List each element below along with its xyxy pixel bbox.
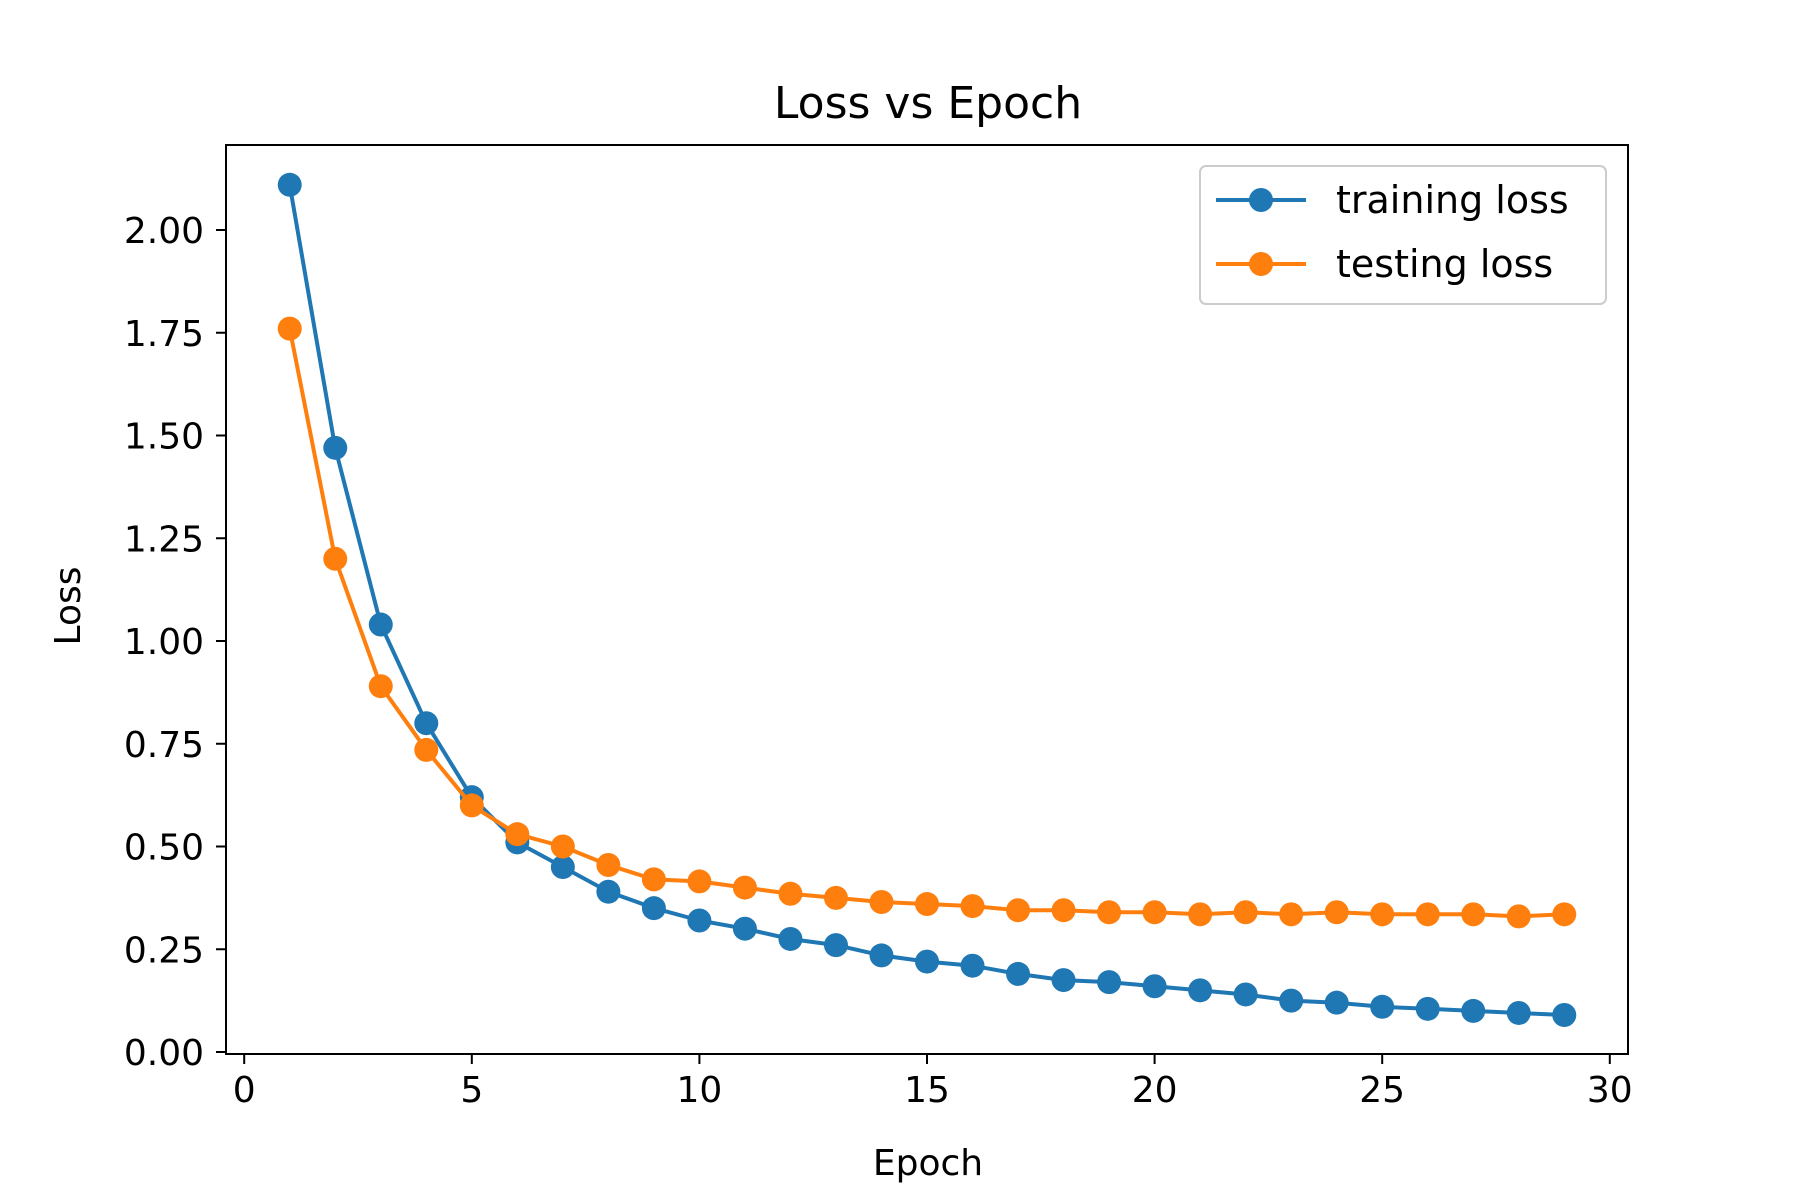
data-point-training-loss bbox=[1097, 970, 1122, 995]
data-point-training-loss bbox=[368, 612, 393, 637]
data-point-testing-loss bbox=[1506, 904, 1531, 929]
data-point-testing-loss bbox=[823, 885, 848, 910]
y-tick-label: 1.75 bbox=[124, 314, 204, 355]
data-point-testing-loss bbox=[459, 793, 484, 818]
plot-area: 0 5 10 15 20 25 30 0.00 0.25 0.50 0.75 1.00 1.25 1.50… bbox=[124, 144, 1633, 1111]
legend-marker-training-loss bbox=[1249, 188, 1273, 212]
x-axis-label: Epoch bbox=[873, 1143, 983, 1184]
data-point-training-loss bbox=[732, 916, 757, 941]
data-point-testing-loss bbox=[1370, 902, 1395, 927]
data-point-testing-loss bbox=[687, 869, 712, 894]
legend-label: training loss bbox=[1336, 178, 1569, 222]
data-point-training-loss bbox=[323, 435, 348, 460]
x-tick-label: 15 bbox=[904, 1070, 950, 1111]
data-point-testing-loss bbox=[414, 737, 439, 762]
data-point-training-loss bbox=[687, 908, 712, 933]
data-point-testing-loss bbox=[505, 822, 530, 847]
y-tick-label: 0.75 bbox=[124, 725, 204, 766]
data-point-training-loss bbox=[596, 879, 621, 904]
data-point-training-loss bbox=[1370, 994, 1395, 1019]
y-tick-label: 1.50 bbox=[124, 417, 204, 458]
data-point-training-loss bbox=[778, 926, 803, 951]
y-tick-label: 0.00 bbox=[124, 1033, 204, 1074]
x-tick-label: 30 bbox=[1587, 1070, 1633, 1111]
data-point-testing-loss bbox=[960, 894, 985, 919]
data-point-training-loss bbox=[414, 711, 439, 736]
data-point-testing-loss bbox=[1006, 898, 1031, 923]
data-point-training-loss bbox=[1233, 982, 1258, 1007]
data-point-testing-loss bbox=[1142, 900, 1167, 925]
x-tick-label: 10 bbox=[676, 1070, 722, 1111]
data-point-testing-loss bbox=[915, 892, 939, 917]
data-point-testing-loss bbox=[1233, 900, 1258, 925]
data-point-training-loss bbox=[1461, 998, 1486, 1023]
data-point-training-loss bbox=[1051, 968, 1076, 993]
data-point-training-loss bbox=[277, 172, 302, 197]
data-point-testing-loss bbox=[1461, 902, 1486, 927]
data-point-testing-loss bbox=[869, 889, 894, 914]
data-point-testing-loss bbox=[1188, 902, 1213, 927]
x-tick-label: 0 bbox=[233, 1070, 256, 1111]
data-point-training-loss bbox=[960, 953, 985, 978]
data-point-testing-loss bbox=[1552, 902, 1577, 927]
data-point-testing-loss bbox=[1051, 898, 1076, 923]
data-point-training-loss bbox=[1188, 978, 1213, 1003]
data-point-training-loss bbox=[1006, 961, 1031, 986]
data-point-training-loss bbox=[915, 949, 939, 974]
data-point-training-loss bbox=[869, 943, 894, 968]
data-point-testing-loss bbox=[368, 674, 393, 699]
data-point-testing-loss bbox=[277, 316, 302, 341]
data-point-testing-loss bbox=[1279, 902, 1304, 927]
data-point-testing-loss bbox=[1324, 900, 1349, 925]
data-point-testing-loss bbox=[1415, 902, 1440, 927]
data-point-training-loss bbox=[550, 855, 575, 880]
data-point-training-loss bbox=[1552, 1003, 1577, 1028]
chart-title: Loss vs Epoch bbox=[774, 78, 1082, 129]
data-point-training-loss bbox=[1324, 990, 1349, 1015]
y-tick-label: 0.25 bbox=[124, 930, 204, 971]
data-point-training-loss bbox=[823, 933, 848, 958]
data-point-training-loss bbox=[1415, 996, 1440, 1021]
y-tick-label: 2.00 bbox=[124, 211, 204, 252]
legend: training loss testing loss bbox=[1199, 165, 1607, 305]
legend-label: testing loss bbox=[1336, 242, 1553, 286]
data-point-testing-loss bbox=[550, 834, 575, 859]
data-point-training-loss bbox=[1279, 988, 1304, 1013]
x-tick-label: 5 bbox=[460, 1070, 483, 1111]
data-point-testing-loss bbox=[778, 881, 803, 906]
x-tick-label: 20 bbox=[1132, 1070, 1178, 1111]
data-point-testing-loss bbox=[596, 852, 621, 877]
data-point-testing-loss bbox=[323, 546, 348, 571]
y-axis-label: Loss bbox=[48, 567, 89, 646]
y-tick-label: 1.00 bbox=[124, 622, 204, 663]
data-point-testing-loss bbox=[1097, 900, 1122, 925]
data-point-testing-loss bbox=[732, 875, 757, 900]
data-point-training-loss bbox=[1142, 974, 1167, 999]
legend-marker-testing-loss bbox=[1249, 252, 1273, 276]
data-point-testing-loss bbox=[641, 867, 666, 892]
data-point-training-loss bbox=[1506, 1000, 1531, 1025]
data-point-training-loss bbox=[641, 896, 666, 921]
y-tick-label: 0.50 bbox=[124, 828, 204, 869]
x-tick-label: 25 bbox=[1359, 1070, 1405, 1111]
y-tick-label: 1.25 bbox=[124, 519, 204, 560]
